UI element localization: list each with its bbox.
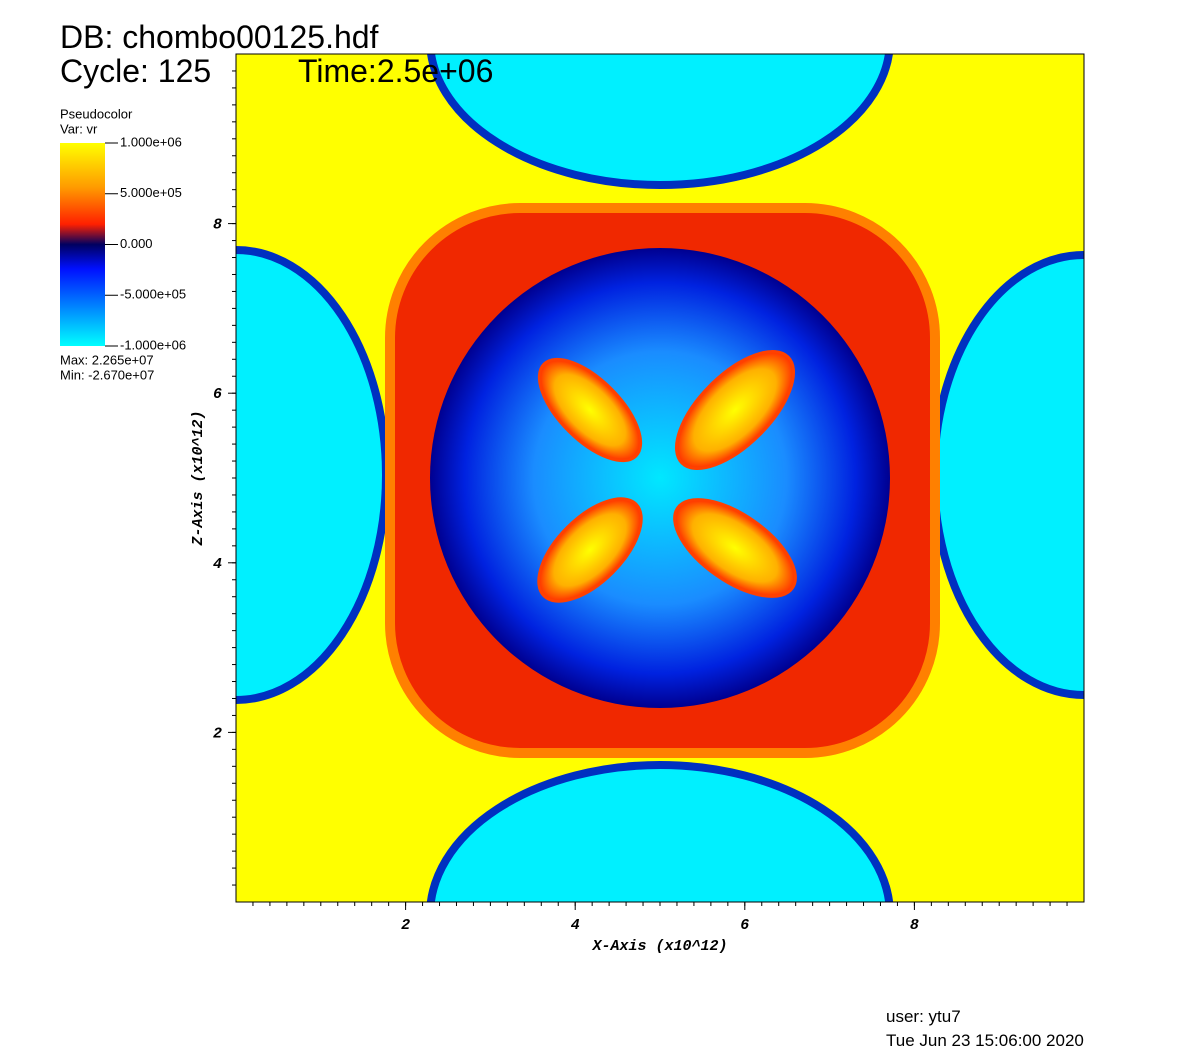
legend-max: Max: 2.265e+07 [60, 352, 154, 367]
db-title: DB: chombo00125.hdf [60, 19, 379, 55]
colorbar-label: 5.000e+05 [120, 185, 182, 200]
colorbar-label: 0.000 [120, 236, 153, 251]
legend-min: Min: -2.670e+07 [60, 367, 154, 382]
time: Time:2.5e+06 [298, 53, 493, 89]
x-tick-label: 4 [571, 917, 580, 934]
x-tick-label: 8 [910, 917, 919, 934]
footer-date: Tue Jun 23 15:06:00 2020 [886, 1031, 1084, 1050]
y-axis-label: Z-Axis (x10^12) [190, 410, 207, 546]
colorbar-label: 1.000e+06 [120, 134, 182, 149]
colorbar [60, 143, 105, 346]
x-tick-label: 2 [401, 917, 410, 934]
colorbar-label: -1.000e+06 [120, 337, 186, 352]
y-tick-label: 2 [213, 725, 222, 742]
colorbar-label: -5.000e+05 [120, 287, 186, 302]
x-tick-label: 6 [740, 917, 749, 934]
cycle: Cycle: 125 [60, 53, 211, 89]
footer-user: user: ytu7 [886, 1007, 961, 1026]
field [236, 54, 1084, 902]
x-axis-label: X-Axis (x10^12) [591, 938, 727, 955]
y-tick-label: 6 [213, 386, 222, 403]
y-tick-label: 4 [213, 556, 222, 573]
legend-var: Var: vr [60, 121, 98, 136]
legend-title: Pseudocolor [60, 106, 133, 121]
y-tick-label: 8 [213, 217, 222, 234]
